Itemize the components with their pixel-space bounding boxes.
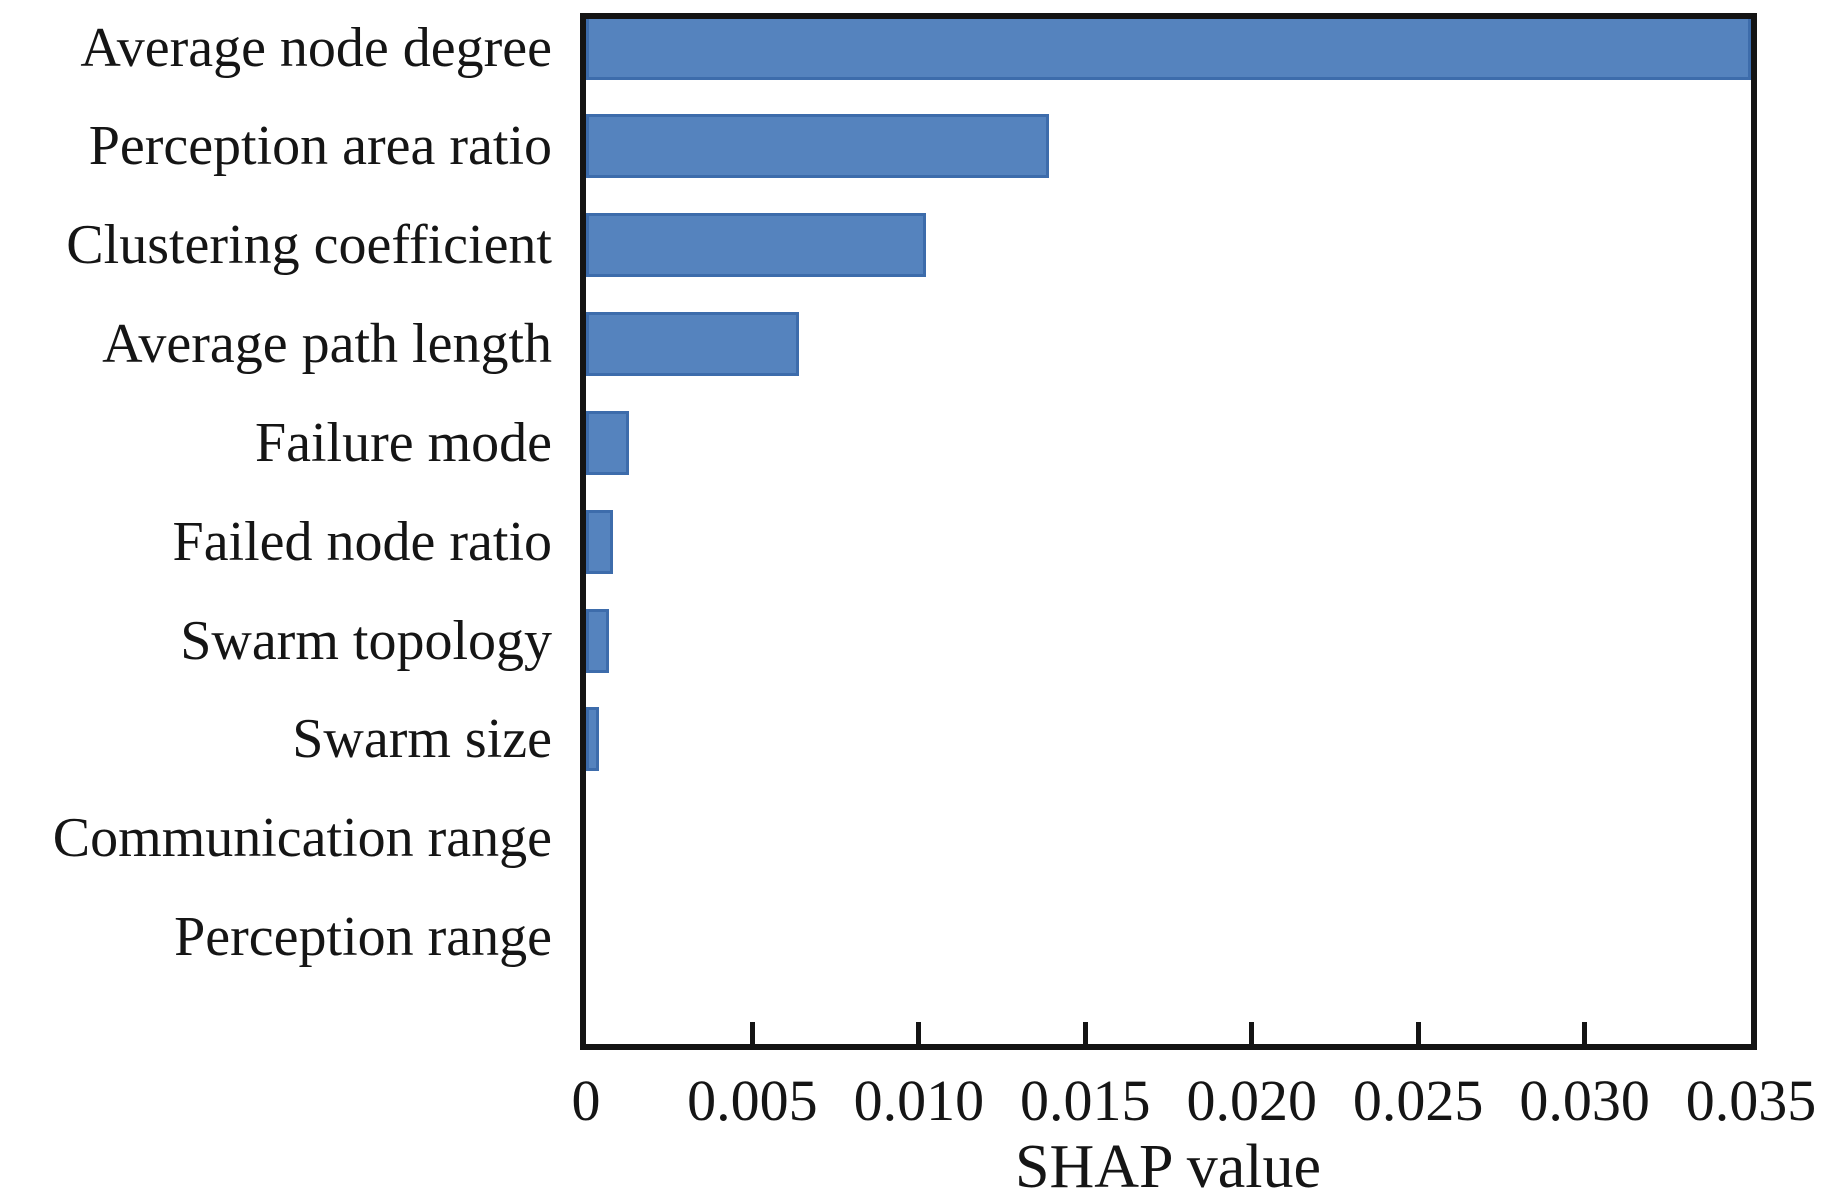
x-axis-title: SHAP value: [1015, 1133, 1321, 1201]
bar-perception-area-ratio: [586, 114, 1049, 179]
bar-swarm-size: [586, 707, 600, 772]
y-axis-category-label: Failure mode: [254, 411, 552, 474]
x-tick-label: 0.010: [853, 1068, 985, 1133]
bar-average-node-degree: [586, 19, 1751, 80]
y-axis-category-label: Perception range: [174, 906, 552, 969]
y-axis-category-label: Perception area ratio: [88, 115, 552, 178]
x-tick-label: 0.005: [687, 1068, 818, 1133]
y-axis-category-label: Failed node ratio: [172, 510, 552, 573]
bar-clustering-coefficient: [586, 213, 926, 278]
y-axis-category-label: Average node degree: [80, 16, 552, 79]
x-tick-label: 0.020: [1186, 1068, 1317, 1133]
x-tick-mark: [749, 1022, 755, 1044]
y-axis-category-label: Swarm size: [292, 708, 552, 771]
y-axis-category-label: Clustering coefficient: [66, 214, 552, 277]
bar-failure-mode: [586, 410, 630, 475]
x-tick-label: 0.030: [1519, 1068, 1650, 1133]
x-tick-label: 0: [571, 1068, 601, 1133]
x-tick-mark: [1249, 1022, 1255, 1044]
plot-area: [580, 13, 1757, 1050]
bar-average-path-length: [586, 312, 800, 377]
x-tick-mark: [916, 1022, 922, 1044]
y-axis-category-label: Communication range: [52, 807, 552, 870]
y-axis-category-label: Average path length: [102, 313, 552, 376]
y-axis-category-label: Swarm topology: [180, 609, 552, 672]
x-tick-mark: [1082, 1022, 1088, 1044]
x-tick-mark: [1415, 1022, 1421, 1044]
x-tick-label: 0.015: [1020, 1068, 1151, 1133]
bar-swarm-topology: [586, 608, 610, 673]
x-tick-label: 0.025: [1352, 1068, 1484, 1133]
x-tick-label: 0.035: [1685, 1068, 1817, 1133]
x-tick-mark: [1582, 1022, 1588, 1044]
bar-failed-node-ratio: [586, 509, 613, 574]
